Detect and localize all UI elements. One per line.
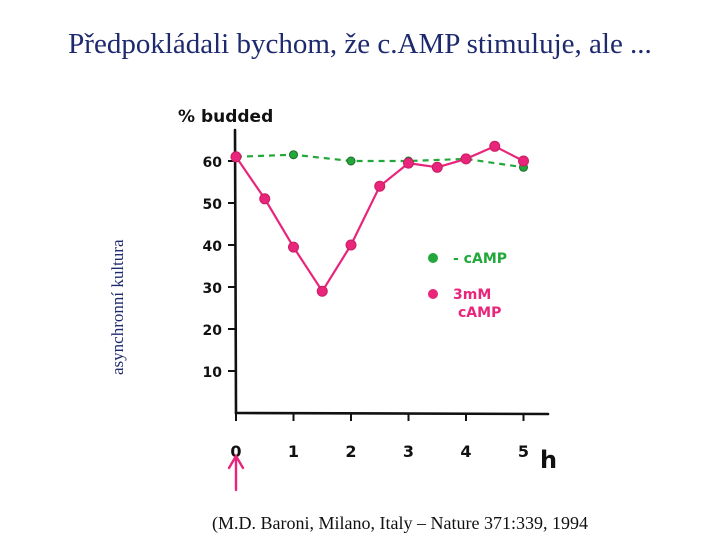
data-point-1 [259,193,271,205]
y-axis-line [233,128,238,415]
data-point-1 [489,140,501,152]
slide-title: Předpokládali bychom, že c.AMP stimuluje… [68,28,652,60]
data-point-1 [403,157,414,169]
data-point-0 [346,156,356,166]
legend-label-0: - cAMP [453,251,507,267]
y-tick-label: 30 [203,281,223,297]
data-point-1 [345,239,357,251]
series-line-1 [235,145,525,293]
x-axis-line [234,411,550,416]
data-point-1 [460,153,472,165]
data-point-1 [288,241,299,253]
chart-series [230,140,529,297]
chart-axes [233,128,550,416]
data-point-0 [289,150,298,160]
legend-label-1: 3mM cAMP [453,287,501,321]
x-tick-label: 1 [288,442,299,461]
data-point-1 [374,180,386,192]
data-point-1 [230,151,242,163]
data-point-1 [518,155,529,167]
y-tick-label: 50 [203,197,223,213]
y-axis-label: % budded [178,107,273,127]
data-point-1 [316,285,328,297]
x-tick-label: 2 [345,442,356,461]
x-tick-label: 4 [460,442,471,461]
y-tick-label: 40 [203,239,223,255]
annotation-arrow [227,453,245,492]
y-tick-label: 60 [203,155,223,171]
x-tick-label: 3 [403,442,414,461]
x-axis-label: h [540,446,557,474]
y-tick-label: 10 [203,365,223,381]
x-tick-label: 0 [230,442,241,461]
series-line-0 [235,153,524,169]
citation: (M.D. Baroni, Milano, Italy – Nature 371… [212,513,588,533]
legend-marker-1 [428,289,438,299]
y-tick-label: 20 [203,323,223,339]
chart-legend: - cAMP 3mM cAMP [227,251,507,492]
x-tick-label: 5 [518,442,529,461]
data-point-1 [431,161,443,173]
chart-ticks: 10 20 30 40 50 60 0 1 2 3 4 5 [203,155,530,461]
legend-marker-0 [428,253,438,263]
